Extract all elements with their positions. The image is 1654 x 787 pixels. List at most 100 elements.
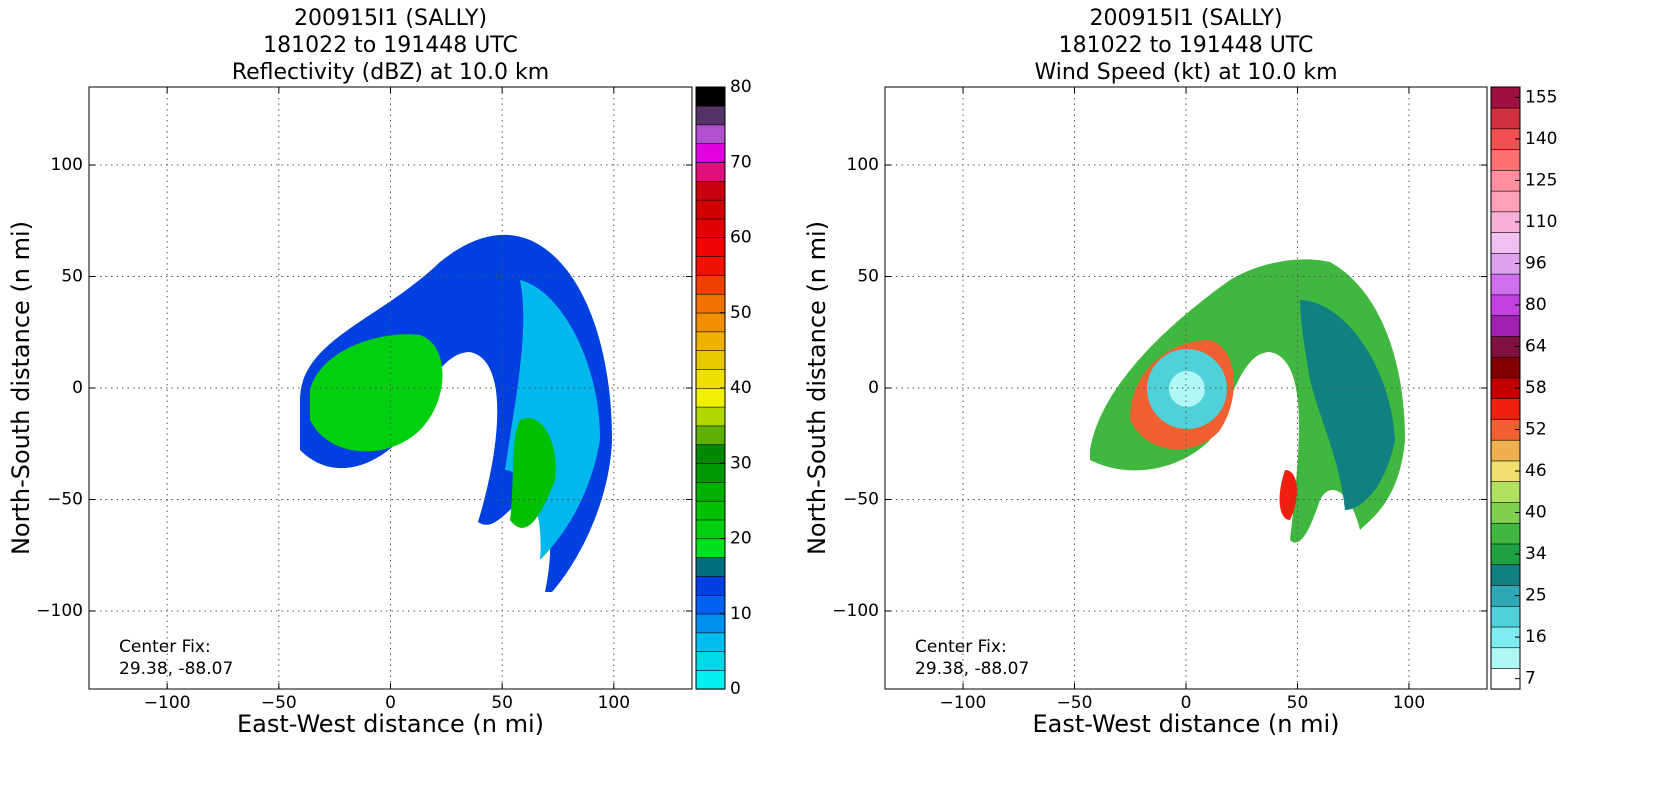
echo-region xyxy=(510,418,556,528)
colorbar-bin xyxy=(1490,107,1521,130)
x-tick-label: −50 xyxy=(261,693,297,713)
colorbar-bin xyxy=(695,368,726,389)
y-tick-label: 100 xyxy=(847,155,879,175)
colorbar-bin xyxy=(1490,232,1521,254)
y-axis-label: North-South distance (n mi) xyxy=(7,221,35,555)
colorbar-bin xyxy=(695,293,726,314)
colorbar-bin xyxy=(695,406,726,427)
y-axis-label: North-South distance (n mi) xyxy=(803,221,831,555)
wind-region xyxy=(1300,300,1395,510)
colorbar-bin xyxy=(695,237,726,257)
x-tick-label: 50 xyxy=(1287,693,1309,713)
colorbar-tick-label: 140 xyxy=(1525,129,1557,149)
y-tick-label: 50 xyxy=(857,267,879,287)
chart-title: Wind Speed (kt) at 10.0 km xyxy=(1034,60,1337,85)
colorbar-tick-label: 52 xyxy=(1525,420,1547,440)
colorbar-tick-label: 155 xyxy=(1525,87,1557,107)
annotation: 29.38, -88.07 xyxy=(915,659,1029,679)
colorbar-tick-label: 50 xyxy=(730,303,752,323)
x-tick-label: 0 xyxy=(385,693,396,713)
colorbar-bin xyxy=(695,632,726,652)
colorbar-bin xyxy=(695,575,726,596)
wind-field xyxy=(1090,259,1405,543)
colorbar-tick-label: 40 xyxy=(730,378,752,398)
colorbar-bin xyxy=(695,651,726,671)
colorbar-tick-label: 70 xyxy=(730,152,752,172)
colorbar-bin xyxy=(1490,315,1521,337)
y-tick-label: −50 xyxy=(843,489,879,509)
colorbar-bin xyxy=(695,425,726,446)
colorbar-bin xyxy=(1490,522,1521,545)
colorbar-tick-label: 96 xyxy=(1525,253,1547,273)
colorbar-bin xyxy=(1490,439,1521,462)
colorbar-tick-label: 64 xyxy=(1525,336,1547,356)
colorbar-bin xyxy=(1490,356,1521,379)
y-tick-label: 0 xyxy=(72,378,83,398)
x-tick-label: −100 xyxy=(940,693,987,713)
colorbar-bin xyxy=(695,387,726,408)
colorbar-tick-label: 80 xyxy=(730,77,752,97)
colorbar-tick-label: 80 xyxy=(1525,295,1547,315)
colorbar-bin xyxy=(695,143,726,163)
colorbar-bin xyxy=(695,180,726,201)
x-tick-label: 100 xyxy=(598,693,630,713)
colorbar-bin xyxy=(695,256,726,276)
y-tick-label: 100 xyxy=(51,155,83,175)
colorbar-bin xyxy=(695,557,726,577)
colorbar-bin xyxy=(695,519,726,540)
colorbar-tick-label: 60 xyxy=(730,228,752,248)
colorbar-bin xyxy=(1490,481,1521,503)
colorbar-tick-label: 10 xyxy=(730,604,752,624)
colorbar-bin xyxy=(695,669,726,690)
colorbar-bin xyxy=(695,274,726,295)
colorbar-tick-label: 58 xyxy=(1525,378,1547,398)
chart-title: 181022 to 191448 UTC xyxy=(263,33,518,58)
chart-title: 200915I1 (SALLY) xyxy=(1089,6,1282,31)
colorbar-bin xyxy=(695,444,726,464)
colorbar-tick-label: 110 xyxy=(1525,212,1557,232)
y-tick-label: −100 xyxy=(832,601,879,621)
x-axis-label: East-West distance (n mi) xyxy=(237,710,544,738)
plot-frame xyxy=(884,86,1488,690)
annotation: Center Fix: xyxy=(915,637,1007,657)
colorbar-bin xyxy=(695,124,726,145)
y-tick-label: 0 xyxy=(868,378,879,398)
colorbar-bin xyxy=(1490,605,1521,628)
colorbar-bin xyxy=(695,312,726,333)
colorbar-bin xyxy=(695,538,726,558)
colorbar-bin xyxy=(695,594,726,615)
colorbar-tick-label: 125 xyxy=(1525,170,1557,190)
x-tick-label: −50 xyxy=(1057,693,1093,713)
colorbar-bin xyxy=(695,350,726,370)
annotation: 29.38, -88.07 xyxy=(119,659,233,679)
x-tick-label: 0 xyxy=(1181,693,1192,713)
colorbar-bin xyxy=(695,481,726,502)
chart-title: Reflectivity (dBZ) at 10.0 km xyxy=(232,60,549,85)
colorbar-tick-label: 16 xyxy=(1525,627,1547,647)
chart-title: 181022 to 191448 UTC xyxy=(1059,33,1314,58)
colorbar-tick-label: 34 xyxy=(1525,544,1547,564)
y-tick-label: −50 xyxy=(47,489,83,509)
colorbar-tick-label: 25 xyxy=(1525,586,1547,606)
colorbar-bin xyxy=(695,500,726,521)
colorbar-bin xyxy=(1490,190,1521,213)
colorbar-bin xyxy=(695,86,726,107)
echo-region xyxy=(310,334,443,452)
plot-frame xyxy=(88,86,693,690)
wind-region xyxy=(1169,371,1205,407)
y-tick-label: −100 xyxy=(36,601,83,621)
colorbar-tick-label: 7 xyxy=(1525,669,1536,689)
y-tick-label: 50 xyxy=(61,267,83,287)
colorbar-bin xyxy=(1490,398,1521,420)
reflectivity-field xyxy=(300,234,612,592)
colorbar-tick-label: 0 xyxy=(730,679,741,699)
colorbar-bin xyxy=(695,331,726,351)
x-axis-label: East-West distance (n mi) xyxy=(1032,710,1339,738)
wind-region xyxy=(1279,470,1297,520)
colorbar-bin xyxy=(1490,647,1521,669)
colorbar-tick-label: 20 xyxy=(730,529,752,549)
annotation: Center Fix: xyxy=(119,637,211,657)
x-tick-label: −100 xyxy=(144,693,191,713)
colorbar-bin xyxy=(1490,148,1521,171)
